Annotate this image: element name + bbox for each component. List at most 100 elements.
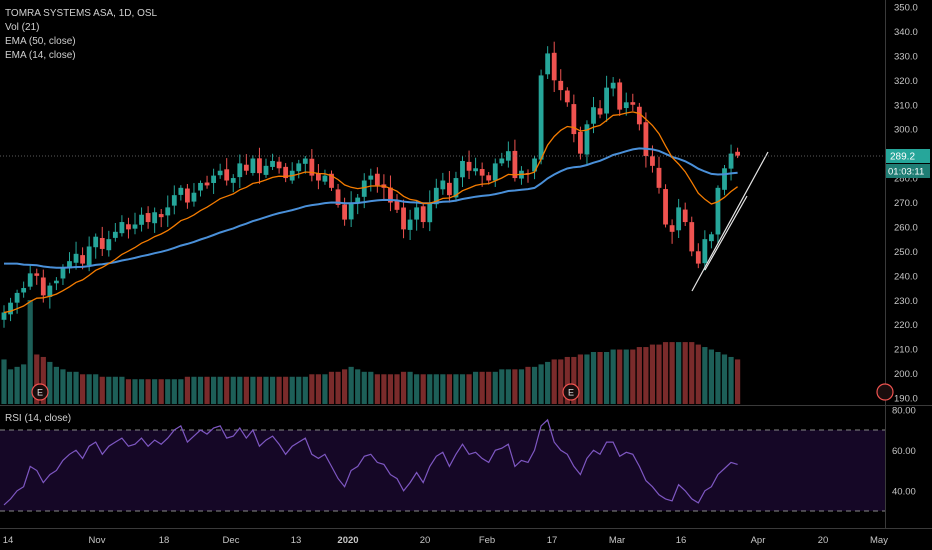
volume-bar [636, 347, 642, 404]
volume-bar [656, 344, 662, 404]
volume-bar [171, 379, 177, 404]
candle-body [735, 151, 740, 156]
candle-body [316, 173, 321, 181]
volume-bar [466, 374, 472, 404]
candle-body [86, 246, 92, 266]
candle-body [374, 173, 380, 186]
volume-bar [728, 356, 734, 404]
candle-body [342, 204, 347, 220]
volume-bar [165, 379, 171, 404]
candle-body [460, 160, 465, 178]
volume-bar [433, 374, 439, 404]
candle-body [564, 90, 570, 103]
candle-body [466, 161, 472, 171]
time-axis-ticks: 14 Nov 18 Dec 13 2020 20 Feb 17 Mar 16 Apr 20 May [3, 535, 889, 546]
volume-bar [649, 344, 656, 404]
candle-body [152, 212, 158, 224]
candle-body [604, 87, 609, 114]
volume-bar [276, 376, 282, 404]
candle-body [643, 122, 649, 157]
candle-body [204, 182, 210, 186]
candle-body [650, 156, 655, 166]
time-tick: 2020 [337, 535, 358, 546]
candle-body [532, 158, 537, 172]
price-axis-ticks: 350.0340.0330.0320.0310.0300.0290.0280.0… [894, 3, 918, 405]
time-tick: Nov [89, 535, 106, 546]
volume-bar [499, 369, 505, 404]
legend-volume[interactable]: Vol (21) [5, 22, 40, 33]
candle-body [14, 292, 20, 303]
volume-bar [21, 364, 27, 404]
volume-bar [577, 354, 583, 404]
earnings-marker-1[interactable]: E [31, 383, 49, 401]
candle-body [709, 234, 714, 242]
main-legend: TOMRA SYSTEMS ASA, 1D, OSL Vol (21) EMA … [5, 7, 157, 63]
legend-rsi[interactable]: RSI (14, close) [5, 413, 72, 424]
volume-bar [597, 352, 603, 404]
legend-ema-14[interactable]: EMA (14, close) [5, 50, 76, 61]
volume-bar [99, 376, 105, 404]
candle-body [296, 163, 302, 172]
candle-body [54, 280, 59, 284]
earnings-marker-1-label: E [37, 388, 43, 398]
volume-bar [73, 371, 79, 404]
candle-body [178, 187, 184, 195]
candle-body [73, 253, 79, 263]
candle-body [198, 182, 203, 191]
rsi-background [0, 430, 885, 511]
volume-bar [348, 366, 354, 404]
countdown-value: 01:03:11 [888, 167, 924, 178]
volume-bar [617, 349, 623, 404]
volume-bar [53, 366, 59, 404]
volume-bar [47, 361, 53, 404]
time-tick: Apr [751, 535, 766, 546]
ema-50-line [4, 147, 738, 269]
volume-bar [283, 376, 289, 404]
volume-bar [263, 376, 269, 404]
volume-bar [191, 376, 197, 404]
candle-body [191, 192, 197, 202]
candle-body [40, 277, 46, 296]
volume-bar [197, 376, 204, 404]
volume-bar [86, 374, 92, 404]
volume-bar [427, 374, 433, 404]
candle-body [263, 165, 269, 175]
price-tick: 230.0 [894, 296, 918, 307]
volume-bar [158, 379, 164, 404]
candle-body [8, 302, 13, 315]
volume-bar [217, 376, 223, 404]
price-tick: 310.0 [894, 100, 918, 111]
volume-bar [145, 379, 151, 404]
volume-bar [243, 376, 249, 404]
candle-body [139, 214, 144, 225]
volume-bar [7, 369, 14, 404]
last-price-tag: 289.2 [886, 149, 930, 163]
rsi-line [3, 418, 738, 506]
candle-body [401, 207, 406, 230]
earnings-marker-3[interactable] [876, 383, 894, 401]
candle-body [388, 187, 393, 203]
legend-ema-50[interactable]: EMA (50, close) [5, 36, 76, 47]
earnings-marker-2[interactable]: E [562, 383, 580, 401]
volume-bar [184, 376, 190, 404]
candle-body [171, 195, 177, 206]
candle-body [447, 182, 452, 196]
volume-bar [735, 359, 741, 404]
candle-body [479, 169, 485, 176]
candle-body [112, 231, 118, 238]
volume-bar [604, 352, 610, 404]
volume-bar [27, 300, 33, 404]
candle-body [545, 53, 551, 75]
candle-body [571, 104, 577, 135]
volume-bar [296, 376, 302, 404]
price-tick: 240.0 [894, 271, 918, 282]
volume-bar [132, 379, 138, 404]
volume-bar [112, 376, 118, 404]
candle-body [145, 213, 151, 223]
volume-bar [676, 342, 682, 404]
volume-bar [138, 379, 145, 404]
volume-bar [250, 376, 256, 404]
volume-bar [80, 374, 86, 404]
volume-bar [125, 379, 132, 404]
